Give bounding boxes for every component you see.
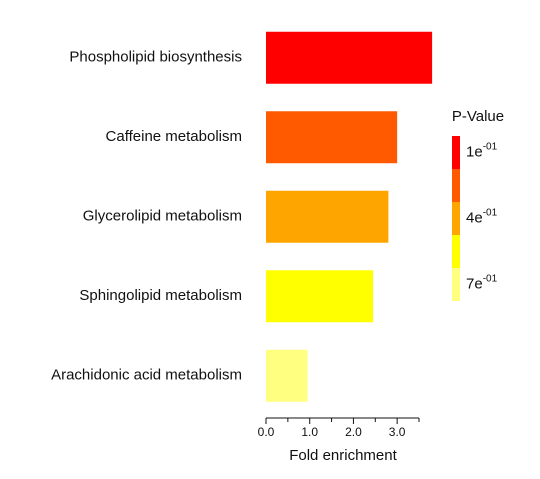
legend-label: 7e-01: [466, 273, 498, 292]
y-tick-label: Arachidonic acid metabolism: [51, 367, 242, 384]
x-tick-label: 2.0: [345, 425, 362, 439]
legend-label-base: 7e: [466, 275, 483, 292]
bar: [266, 111, 398, 164]
legend-label: 4e-01: [466, 207, 498, 226]
y-tick-label: Caffeine metabolism: [106, 128, 242, 145]
x-tick-label: 3.0: [389, 425, 406, 439]
legend-label-exponent: -01: [483, 273, 498, 284]
legend-swatch: [452, 268, 460, 301]
legend-label: 1e-01: [466, 141, 498, 160]
bar: [266, 349, 308, 402]
x-axis-title: Fold enrichment: [289, 447, 397, 464]
legend-swatch: [452, 202, 460, 235]
bar: [266, 190, 389, 243]
legend-swatch: [452, 136, 460, 169]
bar: [266, 31, 433, 84]
legend-label-exponent: -01: [483, 141, 498, 152]
bar: [266, 270, 374, 323]
legend-label-base: 4e: [466, 209, 483, 226]
legend-swatch: [452, 235, 460, 268]
y-tick-label: Phospholipid biosynthesis: [69, 49, 242, 66]
legend-label-exponent: -01: [483, 207, 498, 218]
x-tick-label: 0.0: [258, 425, 275, 439]
y-tick-label: Sphingolipid metabolism: [79, 287, 242, 304]
legend-swatch: [452, 169, 460, 202]
legend-title: P-Value: [452, 108, 504, 125]
legend-label-base: 1e: [466, 143, 483, 160]
x-tick-label: 1.0: [301, 425, 318, 439]
y-tick-label: Glycerolipid metabolism: [83, 208, 242, 225]
